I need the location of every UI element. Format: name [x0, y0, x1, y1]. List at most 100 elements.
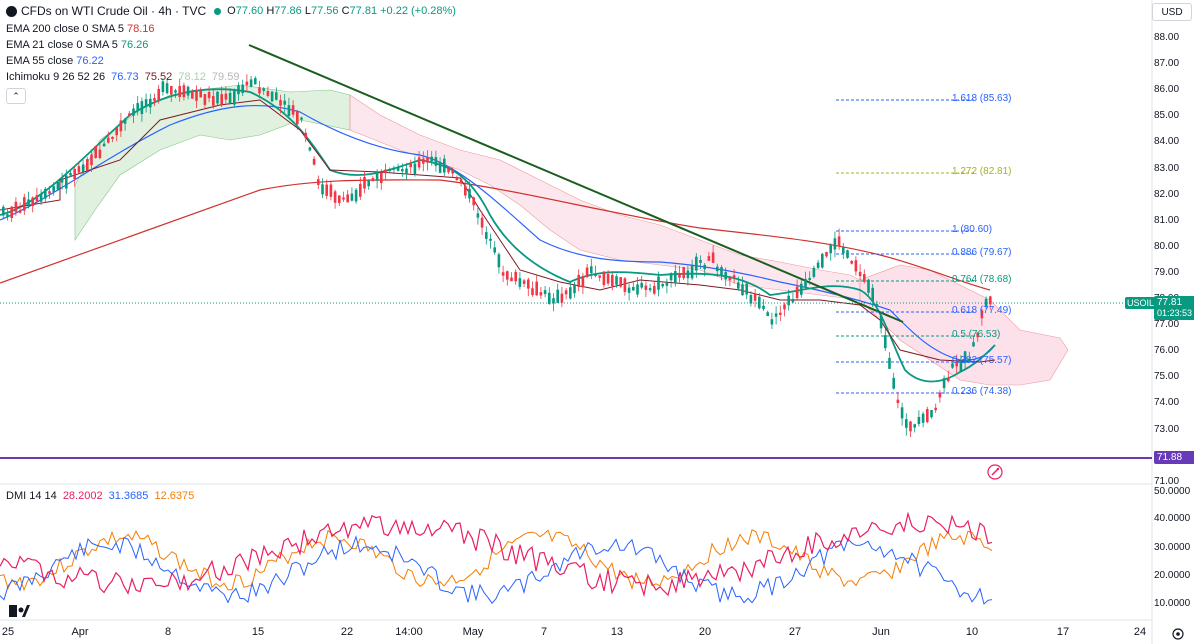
candle-body [480, 217, 484, 228]
legend-ichimoku[interactable]: Ichimoku 9 26 52 26 76.73 75.52 78.12 79… [6, 71, 240, 83]
candle-body [132, 108, 135, 116]
candle-body [955, 362, 958, 367]
candle-body [900, 407, 904, 419]
candle-body [115, 127, 118, 136]
price-tick-label: 77.00 [1154, 319, 1180, 331]
candle-body [720, 267, 723, 276]
candle-body [926, 409, 929, 423]
time-tick-label: 8 [164, 626, 172, 638]
support-price-tag[interactable]: 71.88 [1154, 451, 1194, 464]
candle-body [636, 284, 639, 295]
candle-body [703, 264, 706, 270]
candle-body [934, 407, 937, 411]
candle-body [909, 421, 912, 432]
candle-body [329, 184, 333, 197]
candle-body [863, 274, 866, 282]
candle-body [938, 392, 942, 398]
fib-level-label: 0.618 (77.49) [952, 305, 1012, 316]
price-tick-label: 76.00 [1154, 345, 1180, 357]
candle-body [296, 110, 299, 125]
descending-trendline[interactable] [248, 44, 904, 323]
collapse-legend-chevron-icon[interactable]: ⌃ [6, 88, 26, 104]
candle-body [170, 86, 173, 95]
candle-body [90, 154, 93, 165]
candle-body [770, 319, 774, 325]
symbol-price-tag[interactable]: USOIL [1125, 297, 1157, 309]
legend-ema200[interactable]: EMA 200 close 0 SMA 5 78.16 [6, 23, 155, 35]
candle-body [678, 272, 681, 278]
dmi-minus-line [0, 511, 993, 598]
candle-body [535, 281, 538, 296]
candle-body [258, 87, 261, 94]
ema55-line[interactable] [0, 104, 996, 361]
candle-body [947, 378, 950, 382]
legend-ema21[interactable]: EMA 21 close 0 SMA 5 76.26 [6, 39, 149, 51]
candle-body [686, 270, 690, 279]
fibonacci-retracement[interactable] [836, 99, 975, 394]
candle-body [413, 163, 417, 175]
candle-body [833, 238, 837, 250]
candle-body [375, 171, 379, 181]
dmi-tick-label: 10.0000 [1154, 598, 1191, 609]
candle-body [468, 188, 471, 199]
candle-body [380, 172, 383, 184]
ema200-line[interactable] [0, 179, 991, 291]
candle-body [287, 105, 291, 117]
candle-body [632, 286, 635, 291]
dmi-tick-label: 30.0000 [1154, 542, 1191, 553]
candle-body [707, 256, 711, 261]
candle-body [186, 86, 190, 96]
candle-body [207, 92, 211, 99]
candle-body [728, 277, 732, 281]
candle-body [884, 335, 887, 349]
candle-body [44, 188, 47, 199]
candle-body [762, 305, 765, 310]
ichimoku-kijun[interactable] [0, 99, 996, 363]
candle-body [447, 168, 450, 173]
currency-button[interactable]: USD [1152, 3, 1192, 21]
symbol-logo-icon[interactable] [6, 5, 17, 17]
candle-body [199, 90, 202, 98]
candle-body [455, 176, 459, 181]
candle-body [39, 194, 43, 202]
candle-body [501, 272, 505, 276]
candle-body [14, 201, 18, 212]
candle-body [606, 274, 610, 284]
candle-body [913, 424, 916, 428]
price-tick-label: 88.00 [1154, 32, 1180, 43]
price-tick-label: 83.00 [1154, 162, 1180, 174]
dmi-tick-label: 50.0000 [1154, 486, 1191, 497]
candle-body [119, 120, 123, 132]
current-price-tag[interactable]: 77.81 01:23:53 [1154, 296, 1194, 320]
time-tick-label: May [462, 626, 484, 638]
candle-body [522, 280, 526, 284]
tradingview-logo[interactable] [9, 605, 30, 617]
legend-ema55[interactable]: EMA 55 close 76.22 [6, 55, 104, 67]
candle-body [401, 169, 404, 172]
candle-body [312, 158, 316, 165]
legend-dmi[interactable]: DMI 14 14 28.2002 31.3685 12.6375 [6, 490, 195, 502]
time-tick-label: 15 [251, 626, 265, 638]
candle-body [959, 360, 963, 372]
candle-body [405, 168, 408, 175]
candle-body [6, 214, 9, 218]
market-status-dot[interactable] [214, 7, 222, 15]
alert-icon[interactable] [987, 464, 1003, 480]
dmi-tick-label: 40.0000 [1154, 513, 1191, 524]
symbol-title[interactable]: CFDs on WTI Crude Oil · 4h · TVC [21, 4, 207, 18]
candle-body [648, 288, 652, 291]
candle-body [94, 146, 97, 158]
dmi-pane[interactable] [0, 511, 993, 605]
candle-body [140, 101, 144, 115]
candle-body [178, 86, 181, 97]
settings-gear-icon[interactable] [1172, 628, 1184, 640]
candle-body [304, 132, 307, 138]
ema21-line[interactable] [0, 88, 996, 383]
candle-body [758, 296, 761, 309]
candle-body [552, 298, 555, 304]
candle-body [367, 180, 370, 187]
candle-body [850, 260, 853, 264]
candle-body [976, 332, 979, 338]
price-tick-label: 84.00 [1154, 136, 1180, 148]
